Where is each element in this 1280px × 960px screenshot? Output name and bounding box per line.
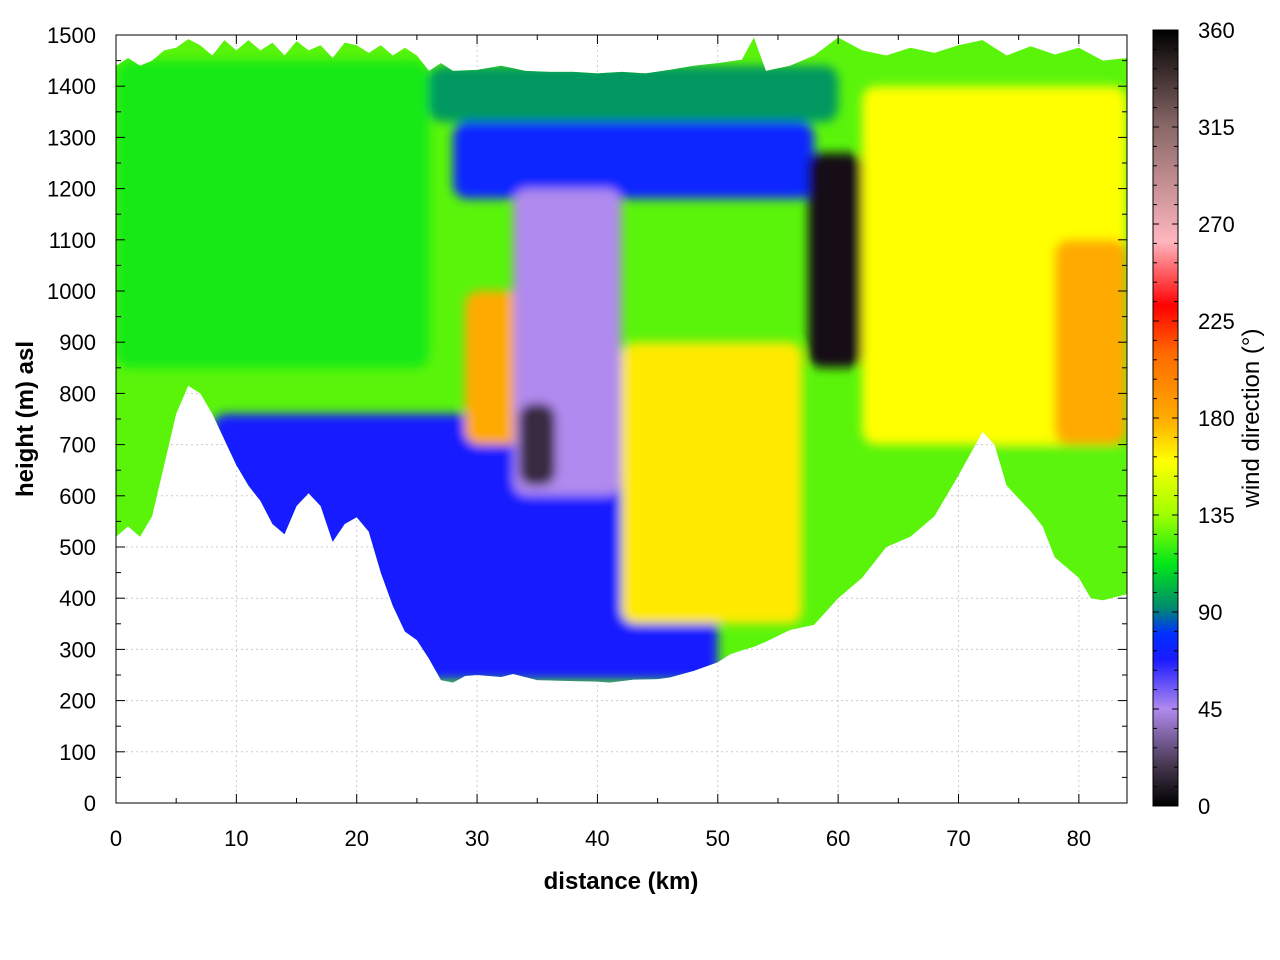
x-tick-label: 60 [826,826,850,851]
y-tick-label: 500 [59,535,96,560]
x-tick-label: 50 [706,826,730,851]
region-central-dark-core [519,403,556,486]
colorbar-tick-label: 270 [1198,212,1235,237]
colorbar-tick-label: 0 [1198,794,1210,819]
y-axis-title: height (m) asl [12,341,39,497]
y-tick-label: 600 [59,484,96,509]
y-tick-label: 400 [59,586,96,611]
x-tick-label: 70 [946,826,970,851]
y-tick-label: 1300 [47,125,96,150]
y-axis: 0 100 200 300 400 500 600 700 800 900 1000 1100 1200… [47,23,1127,816]
y-tick-label: 300 [59,637,96,662]
y-tick-label: 800 [59,381,96,406]
x-tick-label: 0 [110,826,122,851]
region-far-right-orange [1054,239,1127,445]
colorbar-tick-label: 90 [1198,600,1222,625]
region-lower-right-green [982,444,1127,599]
colorbar-tick-label: 360 [1198,18,1235,43]
x-axis-title: distance (km) [544,868,699,895]
y-tick-label: 100 [59,740,96,765]
x-tick-label: 10 [224,826,248,851]
colorbar-tick-label: 180 [1198,406,1235,431]
y-tick-label: 700 [59,433,96,458]
y-tick-label: 1100 [49,228,96,253]
y-tick-label: 0 [84,791,96,816]
region-central-orange-core [465,291,526,445]
colorbar-tick-label: 135 [1198,503,1235,528]
x-tick-label: 30 [465,826,489,851]
y-tick-label: 1200 [47,177,96,202]
region-upper-blue-band [453,122,815,199]
x-tick-label: 20 [344,826,368,851]
colorbar-tick-label: 225 [1198,309,1235,334]
region-upper-left-green [116,60,429,368]
y-tick-label: 1400 [47,74,96,99]
y-tick-label: 900 [59,330,96,355]
wind-field [116,37,1127,683]
colorbar: 0 45 90 135 180 225 270 315 360 wind direction (… [1152,18,1265,819]
x-tick-label: 80 [1067,826,1091,851]
x-tick-label: 40 [585,826,609,851]
region-upper-right-dark-core [808,152,863,368]
region-upper-teal-band [428,65,839,123]
region-center-yellow [621,342,803,624]
colorbar-tick-label: 315 [1198,115,1235,140]
y-tick-label: 1000 [47,279,96,304]
y-tick-label: 200 [59,689,96,714]
x-axis: 0 10 20 30 40 50 60 70 80 [110,35,1091,851]
y-tick-label: 1500 [47,23,96,48]
colorbar-title: wind direction (°) [1238,329,1265,509]
colorbar-tick-label: 45 [1198,697,1222,722]
